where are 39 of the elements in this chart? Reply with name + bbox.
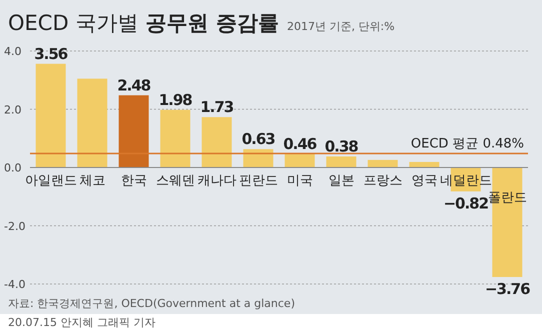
x-tick-label: 한국 bbox=[120, 174, 147, 188]
bar bbox=[77, 78, 108, 168]
y-tick-label: 2.0 bbox=[4, 103, 22, 116]
chart-subtitle: 2017년 기준, 단위:% bbox=[286, 20, 395, 33]
bar bbox=[202, 117, 232, 168]
bar bbox=[36, 64, 66, 168]
data-label: 0.46 bbox=[283, 135, 317, 154]
x-tick-label: 영국 bbox=[411, 174, 438, 188]
bar bbox=[243, 149, 274, 168]
x-tick-label: 프랑스 bbox=[363, 174, 402, 188]
x-tick-label: 미국 bbox=[286, 174, 313, 188]
chart-title: OECD 국가별 공무원 증감률 bbox=[8, 11, 279, 35]
y-tick-label: -4.0 bbox=[4, 278, 26, 291]
ref-line-label: OECD 평균 0.48% bbox=[410, 136, 524, 152]
data-label: −3.76 bbox=[484, 280, 530, 298]
data-label: −0.82 bbox=[443, 194, 489, 212]
data-label: 2.48 bbox=[117, 76, 151, 94]
bar bbox=[409, 162, 440, 168]
bar bbox=[284, 154, 315, 168]
bar bbox=[118, 95, 149, 168]
data-label: 1.73 bbox=[200, 98, 234, 116]
bar bbox=[160, 110, 190, 168]
text: 자료: 한국경제연구원, OECD(Government at a glance) bbox=[8, 297, 295, 310]
data-label: 0.38 bbox=[324, 137, 358, 156]
data-label: 0.63 bbox=[242, 130, 276, 148]
data-label: 3.56 bbox=[34, 44, 68, 63]
y-tick-label: -2.0 bbox=[4, 220, 26, 233]
data-label: 1.98 bbox=[158, 90, 192, 109]
bar bbox=[368, 160, 398, 168]
x-tick-label: 체코 bbox=[79, 174, 106, 188]
x-tick-label: 아일랜드 bbox=[24, 174, 77, 188]
x-tick-label: 일본 bbox=[328, 174, 354, 188]
x-tick-label: 핀란드 bbox=[238, 174, 278, 188]
bar bbox=[326, 156, 356, 168]
x-tick-label: 스웨덴 bbox=[156, 174, 195, 188]
y-tick-label: 0.0 bbox=[4, 162, 22, 174]
y-tick-label: 4.0 bbox=[4, 45, 22, 58]
text: 20.07.15 안지혜 그래픽 기자 bbox=[8, 316, 156, 329]
x-tick-label: 캐나다 bbox=[197, 174, 236, 188]
